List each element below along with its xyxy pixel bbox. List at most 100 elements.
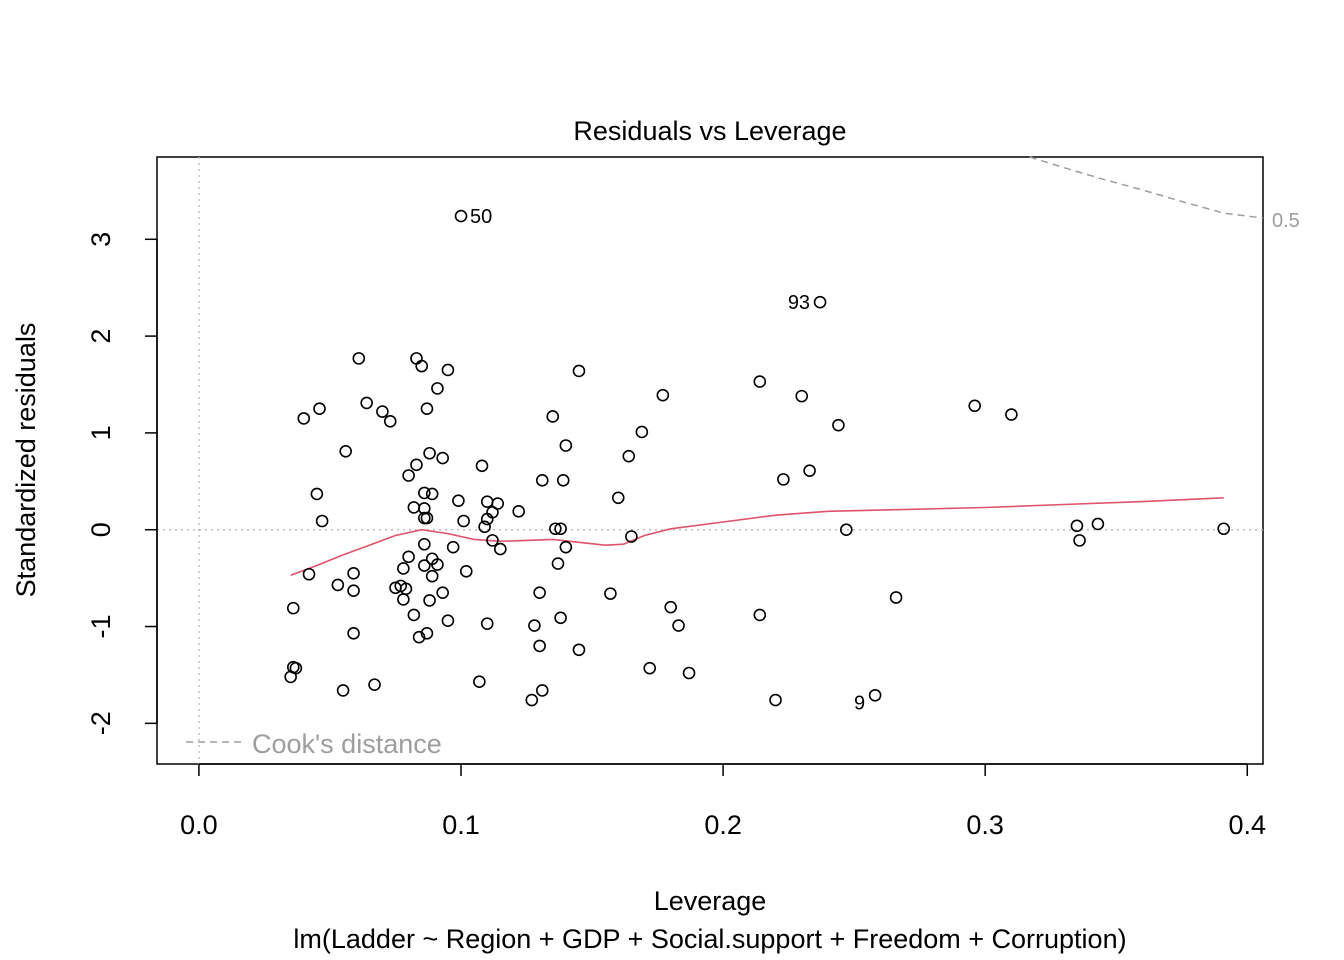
data-point: [352, 352, 366, 365]
data-point: [475, 459, 489, 473]
y-axis-label: Standardized residuals: [11, 323, 41, 598]
data-point: [1091, 517, 1105, 531]
cooks-distance-curve: 0.5: [1029, 156, 1300, 232]
data-point: [286, 601, 300, 615]
point-label: 50: [470, 206, 492, 228]
chart-title: Residuals vs Leverage: [573, 116, 846, 146]
data-point: [643, 661, 657, 675]
data-point: [431, 382, 444, 395]
data-point: [313, 402, 326, 416]
data-point: [415, 359, 429, 373]
data-point: [682, 666, 696, 680]
y-tick-label: 2: [86, 329, 116, 344]
data-point: [446, 540, 460, 554]
data-point: [347, 627, 360, 640]
data-point: [410, 458, 423, 472]
data-point: [478, 520, 491, 534]
data-point: [572, 364, 586, 378]
data-point: [441, 614, 455, 628]
data-point: [418, 537, 431, 551]
data-point: [554, 522, 567, 536]
smoother-line-group: [290, 497, 1224, 576]
data-point: [423, 594, 436, 607]
data-point: [310, 487, 324, 501]
data-point: [407, 608, 421, 622]
data-point: [832, 418, 845, 432]
x-tick-label: 0.1: [442, 810, 480, 840]
data-point: [803, 464, 816, 477]
data-point: [480, 617, 494, 630]
plot-frame: [156, 156, 1264, 765]
data-point: [420, 511, 434, 525]
data-point: [604, 587, 617, 600]
data-point: [525, 693, 539, 707]
data-point: [554, 611, 567, 625]
data-point: [420, 402, 434, 416]
x-tick-label: 0.4: [1229, 810, 1267, 840]
data-point: [528, 619, 541, 632]
data-point: [839, 523, 853, 537]
data-point: [556, 474, 570, 487]
data-point: [656, 388, 670, 402]
data-point: [454, 209, 468, 223]
data-point: [795, 389, 809, 403]
data-point: [336, 684, 350, 697]
point-label: 9: [854, 692, 865, 714]
data-point: [572, 643, 586, 657]
data-point: [452, 494, 465, 507]
data-point: [407, 501, 421, 514]
data-point: [769, 693, 782, 707]
data-points: [284, 209, 1230, 707]
y-tick-label: -2: [86, 711, 116, 735]
data-point: [339, 445, 353, 458]
data-point: [425, 487, 439, 501]
data-point: [412, 630, 426, 644]
data-point: [753, 608, 767, 622]
data-point: [813, 295, 827, 309]
y-tick-label: 3: [86, 232, 116, 247]
data-point: [480, 495, 494, 508]
data-point: [418, 486, 431, 500]
data-point: [535, 474, 549, 487]
data-point: [297, 412, 311, 425]
reference-lines: [157, 157, 1263, 764]
data-point: [622, 449, 636, 463]
data-point: [625, 530, 638, 543]
data-point: [423, 446, 436, 460]
data-point: [284, 670, 297, 684]
data-point: [559, 540, 573, 554]
data-point: [889, 591, 903, 604]
data-point: [431, 558, 444, 571]
x-axis-label: Leverage: [654, 886, 767, 916]
cooks-distance-label: 0.5: [1272, 210, 1300, 232]
data-point: [533, 639, 546, 653]
data-point: [425, 569, 439, 583]
data-point: [868, 688, 882, 702]
data-point: [410, 352, 423, 365]
data-point: [383, 414, 397, 428]
data-point: [535, 684, 549, 697]
data-point: [360, 396, 373, 410]
data-point: [368, 678, 381, 691]
data-point: [402, 469, 415, 482]
legend: Cook's distance: [186, 729, 442, 759]
data-point: [494, 542, 507, 556]
data-point: [457, 514, 470, 528]
data-point: [394, 579, 408, 593]
data-point: [436, 586, 449, 599]
data-point: [1073, 534, 1086, 547]
data-point: [968, 399, 982, 413]
data-point: [486, 534, 499, 547]
data-point: [331, 578, 345, 592]
data-point: [559, 439, 573, 452]
cooks-distance-contour: [1029, 156, 1264, 219]
y-tick-label: 0: [86, 522, 116, 537]
y-tick-label: 1: [86, 425, 116, 440]
data-point: [376, 405, 389, 418]
data-point: [512, 505, 525, 518]
data-point: [302, 567, 316, 581]
data-point: [611, 491, 625, 505]
x-tick-label: 0.3: [966, 810, 1004, 840]
y-tick-label: -1: [86, 614, 116, 638]
